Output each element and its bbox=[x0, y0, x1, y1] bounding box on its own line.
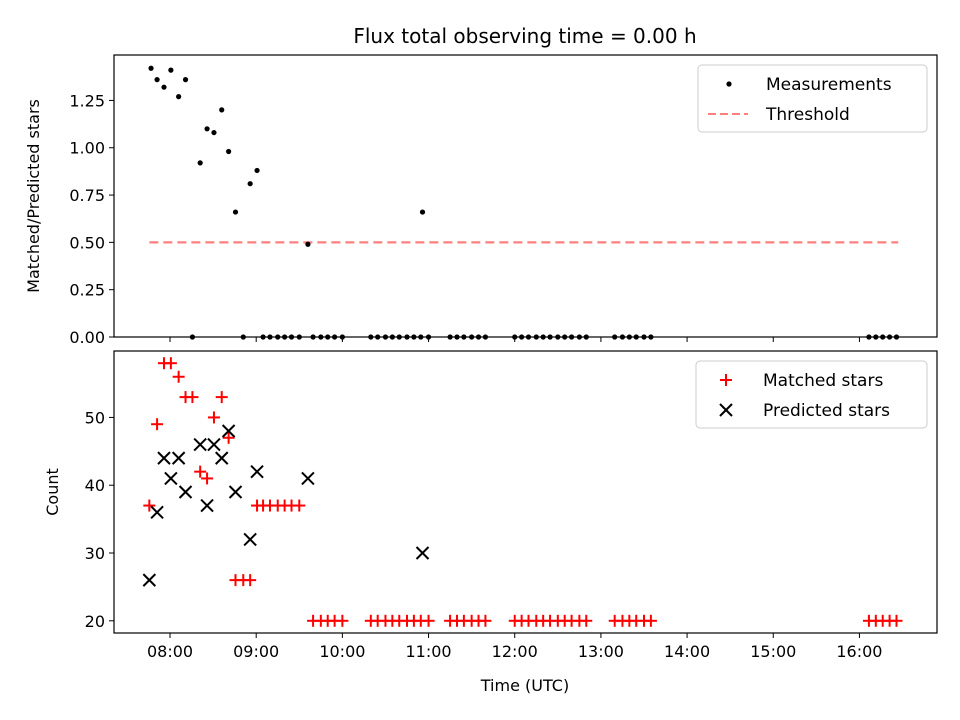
legend-threshold-label: Threshold bbox=[765, 105, 850, 125]
matched-star-point bbox=[293, 499, 306, 512]
measurement-point bbox=[168, 67, 174, 73]
predicted-star-point bbox=[215, 451, 229, 465]
legend-measurements-marker bbox=[726, 81, 732, 87]
predicted-star-point bbox=[228, 485, 243, 499]
matched-star-point bbox=[164, 357, 177, 370]
x-tick-label: 15:00 bbox=[750, 642, 796, 661]
predicted-star-point bbox=[157, 451, 171, 465]
matched-star-point bbox=[580, 614, 593, 627]
matched-star-point bbox=[151, 418, 164, 431]
x-tick-label: 09:00 bbox=[233, 642, 279, 661]
predicted-star-point bbox=[150, 505, 164, 520]
matched-star-point bbox=[201, 472, 214, 485]
measurement-point bbox=[161, 84, 167, 90]
measurement-point bbox=[204, 126, 210, 132]
legend-measurements-label: Measurements bbox=[766, 75, 892, 95]
matched-star-point bbox=[172, 370, 185, 383]
x-tick-label: 16:00 bbox=[836, 642, 882, 661]
bottom-y-tick-label: 30 bbox=[85, 544, 105, 563]
measurement-point bbox=[182, 77, 189, 83]
legend-predicted-marker bbox=[719, 403, 733, 417]
predicted-star-point bbox=[178, 485, 193, 499]
x-axis-label: Time (UTC) bbox=[480, 676, 569, 695]
predicted-star-point bbox=[164, 471, 178, 486]
measurement-point bbox=[305, 241, 311, 247]
x-tick-label: 13:00 bbox=[578, 642, 624, 661]
measurement-point bbox=[254, 167, 260, 174]
predicted-star-point bbox=[207, 437, 221, 452]
matched-star-point bbox=[644, 614, 657, 627]
measurement-point bbox=[148, 65, 154, 71]
matched-star-point bbox=[143, 499, 156, 512]
matched-star-point bbox=[336, 614, 349, 627]
predicted-star-point bbox=[301, 471, 315, 486]
measurement-point bbox=[176, 94, 182, 100]
measurement-point bbox=[211, 129, 217, 136]
top-y-tick-label: 1.25 bbox=[69, 91, 105, 110]
predicted-star-point bbox=[243, 532, 257, 547]
predicted-star-point bbox=[250, 464, 264, 479]
predicted-star-point bbox=[415, 546, 430, 560]
top-axes-frame bbox=[113, 54, 938, 338]
predicted-star-point bbox=[200, 498, 214, 513]
bottom-y-tick-label: 40 bbox=[85, 476, 105, 495]
legend-predicted-label: Predicted stars bbox=[763, 401, 890, 421]
bottom-legend: Matched stars Predicted stars bbox=[695, 360, 928, 429]
predicted-star-point bbox=[171, 451, 186, 465]
top-legend: Measurements Threshold bbox=[697, 64, 928, 133]
legend-matched-label: Matched stars bbox=[763, 371, 883, 391]
top-chart-title: Flux total observing time = 0.00 h bbox=[353, 24, 696, 48]
matched-star-point bbox=[186, 391, 199, 404]
top-y-tick-label: 0.50 bbox=[69, 233, 105, 252]
top-y-tick-label: 0.75 bbox=[69, 186, 105, 205]
bottom-panel: Count Time (UTC) 20 30 40 50 08:00 09:00 10:00… bbox=[43, 350, 938, 695]
measurement-point bbox=[154, 77, 160, 83]
top-panel: Flux total observing time = 0.00 h Match… bbox=[24, 24, 938, 347]
predicted-star-point bbox=[193, 437, 207, 452]
matched-star-point bbox=[207, 411, 220, 424]
matched-star-point bbox=[194, 465, 207, 478]
measurement-point bbox=[232, 209, 239, 215]
measurement-point bbox=[197, 160, 203, 166]
top-y-tick-label: 0.00 bbox=[69, 328, 105, 347]
predicted-star-point bbox=[142, 573, 157, 587]
measurement-point bbox=[226, 148, 232, 155]
bottom-plot-marks bbox=[142, 357, 903, 627]
predicted-star-point bbox=[221, 424, 236, 438]
top-y-tick-label: 0.25 bbox=[69, 281, 105, 300]
legend-matched-marker bbox=[720, 374, 732, 386]
measurement-point bbox=[419, 209, 426, 215]
top-axes-ticks: 0.00 0.25 0.50 0.75 1.00 1.25 bbox=[69, 91, 860, 347]
bottom-y-axis-label: Count bbox=[43, 468, 62, 516]
x-tick-label: 14:00 bbox=[664, 642, 710, 661]
top-y-axis-label: Matched/Predicted stars bbox=[24, 99, 43, 293]
x-tick-label: 11:00 bbox=[405, 642, 451, 661]
measurement-point bbox=[219, 107, 225, 113]
x-tick-label: 12:00 bbox=[492, 642, 538, 661]
matched-star-point bbox=[222, 431, 235, 444]
measurement-point bbox=[247, 181, 253, 187]
top-y-tick-label: 1.00 bbox=[69, 139, 105, 158]
bottom-axes-frame bbox=[113, 350, 938, 634]
matched-star-point bbox=[890, 614, 903, 627]
matched-star-point bbox=[479, 614, 492, 627]
bottom-y-tick-label: 50 bbox=[85, 408, 105, 427]
matched-star-point bbox=[422, 614, 435, 627]
bottom-y-tick-label: 20 bbox=[85, 612, 105, 631]
matched-star-point bbox=[215, 391, 228, 404]
x-tick-label: 08:00 bbox=[147, 642, 193, 661]
matched-star-point bbox=[244, 574, 257, 587]
x-tick-label: 10:00 bbox=[319, 642, 365, 661]
bottom-axes-ticks: 20 30 40 50 08:00 09:00 10:00 11:00 12:00 13:00 14… bbox=[85, 408, 883, 661]
